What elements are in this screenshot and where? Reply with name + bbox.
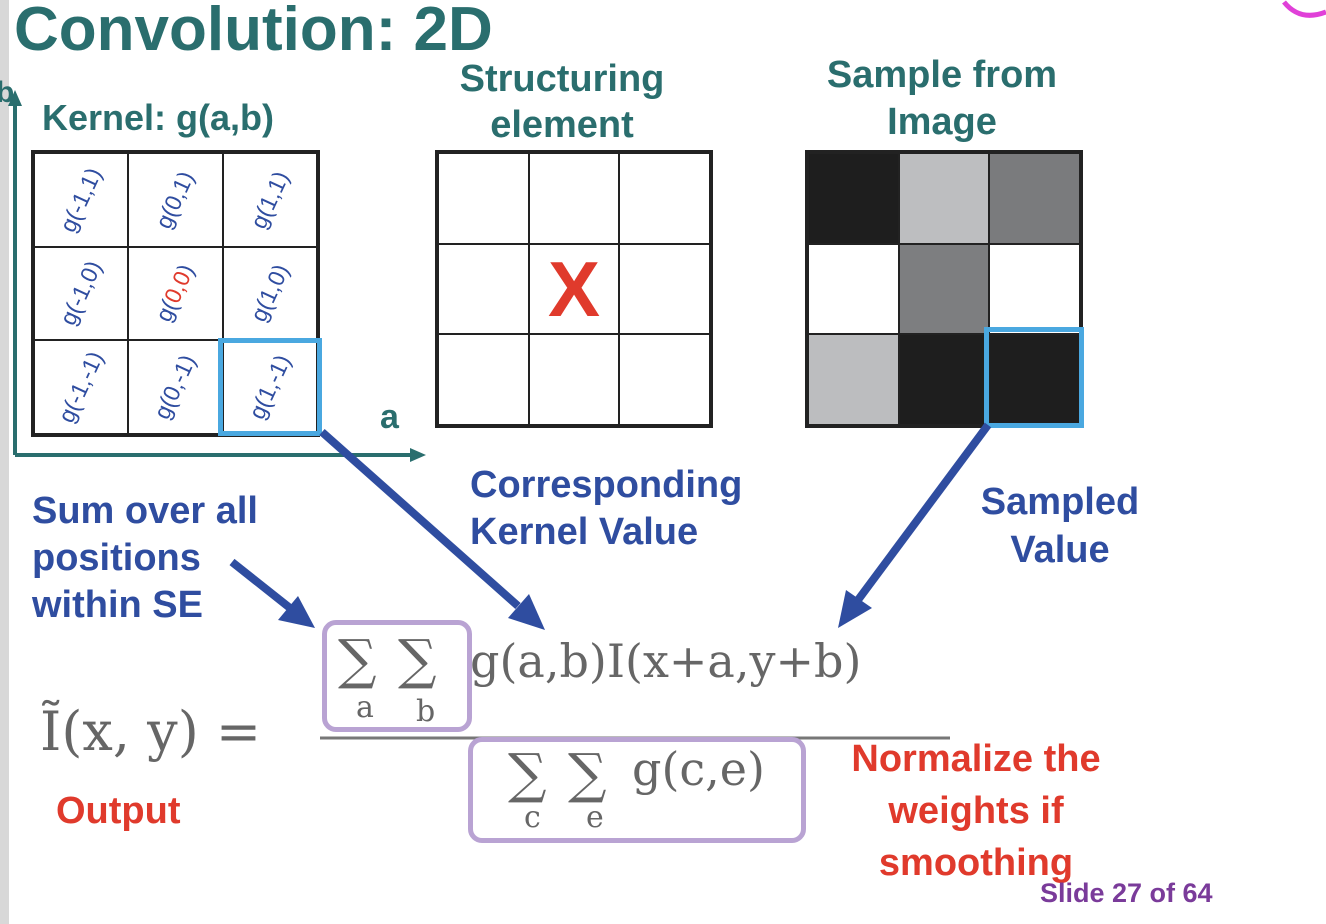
sample-pixel xyxy=(989,334,1080,425)
structuring-title: Structuring element xyxy=(412,56,712,148)
se-cell-center: X xyxy=(528,243,620,335)
sample-pixel xyxy=(989,243,1080,335)
kernel-cell: g(1,1) xyxy=(222,153,317,247)
sampled-annotation: Sampled Value xyxy=(960,478,1160,574)
denominator-sum-e: ∑ xyxy=(568,742,607,805)
sample-title: Sample from Image xyxy=(792,52,1092,146)
structuring-title-line2: element xyxy=(490,104,634,146)
corr-line1: Corresponding xyxy=(470,464,743,506)
se-cell xyxy=(619,334,710,425)
sample-pixel xyxy=(808,243,899,335)
slide-left-edge xyxy=(0,0,9,924)
slide-title: Convolution: 2D xyxy=(14,0,493,64)
axis-b-label: b xyxy=(0,76,15,109)
kernel-title: Kernel: g(a,b) xyxy=(42,97,275,138)
corner-arc-decoration xyxy=(1282,0,1326,18)
denominator-term: g(c,e) xyxy=(632,742,765,796)
sample-pixel xyxy=(898,153,990,244)
se-cell xyxy=(619,243,710,335)
sample-title-line1: Sample from xyxy=(826,54,1058,96)
corr-line2: Kernel Value xyxy=(470,511,699,553)
output-label: Output xyxy=(56,790,181,832)
kernel-cell: g(0,1) xyxy=(128,153,223,247)
center-mark: X xyxy=(547,244,600,333)
sample-pixel xyxy=(898,334,990,425)
kernel-highlight-box xyxy=(218,338,322,436)
sum-to-formula-arrow xyxy=(229,558,315,628)
kernel-grid: g(-1,1) g(0,1) g(1,1) g(-1,0) g(0,0) g(1… xyxy=(31,150,320,437)
sum-annotation: Sum over all positions within SE xyxy=(32,488,258,629)
se-cell xyxy=(438,153,529,244)
sum-line3: within SE xyxy=(32,584,203,626)
sample-to-formula-arrow xyxy=(838,422,992,628)
index-b: b xyxy=(416,694,436,729)
kernel-cell: g(-1,-1) xyxy=(34,340,129,434)
sample-pixel xyxy=(808,153,899,244)
denominator-sum-c: ∑ xyxy=(508,742,547,805)
normalize-line2: weights if xyxy=(888,790,1064,832)
se-cell xyxy=(528,334,620,425)
se-cell xyxy=(619,153,710,244)
numerator-sum-a: ∑ xyxy=(338,628,377,691)
sum-line1: Sum over all xyxy=(32,490,258,532)
normalize-annotation: Normalize the weights if smoothing xyxy=(826,733,1126,889)
kernel-cell-center: g(0,0) xyxy=(128,246,223,341)
corresponding-annotation: Corresponding Kernel Value xyxy=(470,462,742,556)
structuring-element-grid: X xyxy=(435,150,713,428)
sum-line2: positions xyxy=(32,537,201,579)
numerator-term: g(a,b)I(x+a,y+b) xyxy=(470,634,862,688)
numerator-sum-b: ∑ xyxy=(398,628,437,691)
numerator-sum-box xyxy=(322,620,472,732)
sampled-line1: Sampled xyxy=(980,481,1140,523)
slide-number: Slide 27 of 64 xyxy=(1040,878,1213,908)
normalize-line1: Normalize the xyxy=(851,738,1101,780)
structuring-title-line1: Structuring xyxy=(459,58,665,100)
index-a: a xyxy=(356,690,374,725)
kernel-cell: g(-1,1) xyxy=(34,153,129,247)
sample-image-grid xyxy=(805,150,1083,428)
sample-pixel xyxy=(898,243,990,335)
kernel-to-formula-arrow xyxy=(319,429,545,630)
sampled-line2: Value xyxy=(1010,529,1110,571)
denominator-sum-box xyxy=(468,737,806,843)
formula-lhs: Ĩ(x, y) = xyxy=(40,700,262,763)
index-e: e xyxy=(586,800,604,835)
se-cell xyxy=(438,334,529,425)
axis-a-label: a xyxy=(380,398,399,436)
se-cell xyxy=(528,153,620,244)
sample-title-line2: Image xyxy=(887,101,997,143)
sample-highlight-box xyxy=(984,327,1084,428)
normalize-line3: smoothing xyxy=(878,842,1074,884)
sample-pixel xyxy=(989,153,1080,244)
sample-pixel xyxy=(808,334,899,425)
index-c: c xyxy=(524,800,541,835)
kernel-cell: g(-1,0) xyxy=(34,246,129,341)
se-cell xyxy=(438,243,529,335)
